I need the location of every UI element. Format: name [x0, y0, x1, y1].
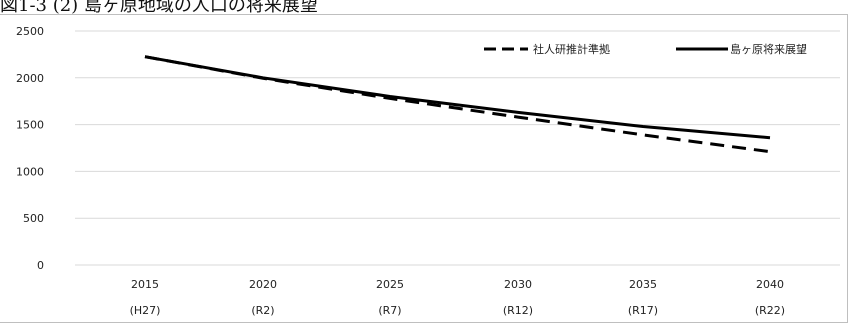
- x-tick-sublabel: (R17): [628, 304, 658, 317]
- legend-label: 社人研推計準拠: [533, 42, 610, 56]
- y-tick-label: 500: [23, 212, 44, 225]
- y-tick-label: 0: [37, 259, 44, 272]
- y-tick-labels: 0 500 1000 1500 2000 2500: [16, 25, 44, 272]
- x-tick-sublabel: (R2): [251, 304, 274, 317]
- x-tick-sublabel: (R22): [755, 304, 785, 317]
- x-tick-label: 2030: [504, 278, 532, 291]
- series-lines: [144, 55, 771, 154]
- x-tick-label: 2035: [629, 278, 657, 291]
- x-tick-labels: 2015 (H27) 2020 (R2) 2025 (R7) 2030 (R12) 2035 (R…: [130, 278, 786, 317]
- y-tick-label: 2000: [16, 72, 44, 85]
- x-tick-sublabel: (R7): [378, 304, 401, 317]
- x-tick-label: 2040: [756, 278, 784, 291]
- x-tick-sublabel: (R12): [503, 304, 533, 317]
- y-tick-label: 2500: [16, 25, 44, 38]
- gridlines: [75, 30, 840, 266]
- x-tick-label: 2025: [376, 278, 404, 291]
- y-tick-label: 1000: [16, 165, 44, 178]
- legend-label: 島ヶ原将来展望: [730, 42, 807, 56]
- legend: 社人研推計準拠 島ヶ原将来展望: [484, 42, 807, 56]
- chart-caption: 図1-3 (2) 島ヶ原地域の人口の将来展望: [0, 0, 318, 16]
- x-tick-sublabel: (H27): [130, 304, 161, 317]
- y-tick-label: 1500: [16, 119, 44, 132]
- x-tick-label: 2020: [249, 278, 277, 291]
- chart-frame: [0, 14, 848, 323]
- x-tick-label: 2015: [131, 278, 159, 291]
- series-line-solid: [144, 55, 771, 140]
